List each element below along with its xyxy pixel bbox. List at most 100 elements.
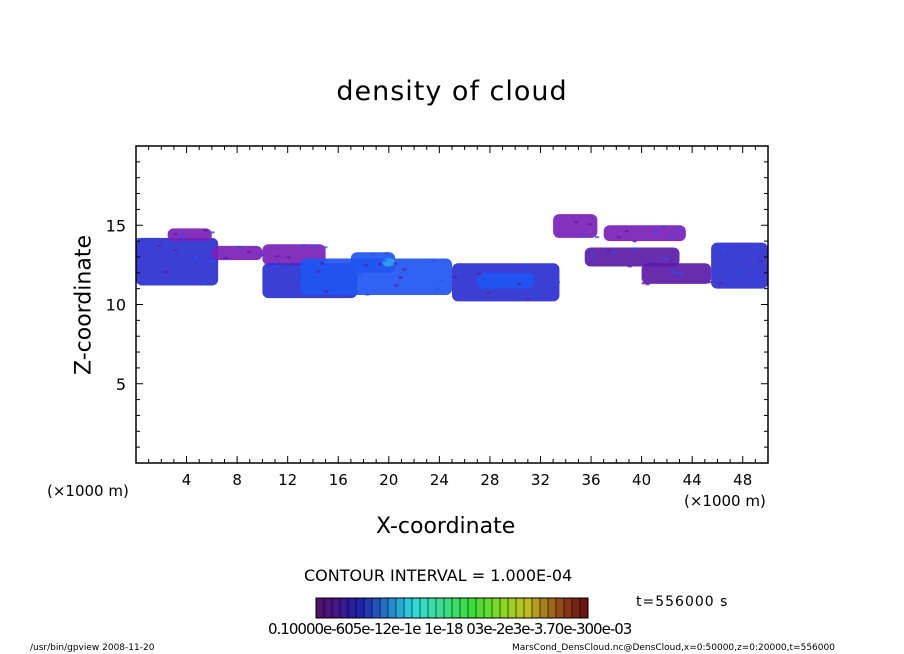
contour-interval-label: CONTOUR INTERVAL = 1.000E-04 xyxy=(304,566,573,585)
cloud-speckle xyxy=(632,240,637,243)
cloud-speckle xyxy=(641,282,646,285)
cloud-speckle xyxy=(653,231,658,234)
cloud-speckle xyxy=(272,265,277,268)
x-tick-label: 48 xyxy=(733,471,752,489)
x-unit-left: (×1000 m) xyxy=(47,482,129,500)
cloud-speckle xyxy=(275,255,280,258)
colorbar-segment xyxy=(548,598,557,618)
cloud-speckle xyxy=(391,265,396,268)
cloud-speckle xyxy=(173,233,178,236)
cloud-speckle xyxy=(288,263,293,266)
x-tick-label: 32 xyxy=(531,471,550,489)
cloud-speckle xyxy=(393,262,398,265)
cloud-speckle xyxy=(645,283,650,286)
cloud-speckle xyxy=(588,223,593,226)
cloud-speckle xyxy=(664,257,669,260)
cloud-speckle xyxy=(669,259,674,262)
cloud-speckle xyxy=(363,264,368,267)
cloud-speckle xyxy=(632,248,637,251)
colorbar-segment xyxy=(396,598,405,618)
cloud-speckle xyxy=(581,234,586,237)
colorbar-segment xyxy=(468,598,477,618)
x-tick-label: 12 xyxy=(278,471,297,489)
cloud-speckle xyxy=(180,235,185,238)
cloud-region-2 xyxy=(211,245,263,261)
colorbar-segment xyxy=(356,598,365,618)
cloud-speckle xyxy=(324,290,329,293)
colorbar-segment xyxy=(324,598,333,618)
cloud-speckle xyxy=(523,265,527,268)
colorbar-segment xyxy=(532,598,541,618)
colorbar-segment xyxy=(492,598,501,618)
footer-left: /usr/bin/gpview 2008-11-20 xyxy=(30,643,155,653)
cloud-speckle xyxy=(210,231,215,234)
x-tick-label: 36 xyxy=(581,471,600,489)
cloud-speckle xyxy=(477,272,482,275)
colorbar-segment xyxy=(372,598,381,618)
cloud-speckle xyxy=(320,262,325,265)
cloud-region-0 xyxy=(136,237,219,286)
x-tick-label: 28 xyxy=(480,471,499,489)
cloud-speckle xyxy=(237,245,242,248)
cloud-speckle xyxy=(574,221,579,224)
colorbar-segment xyxy=(500,598,509,618)
colorbar-segment xyxy=(428,598,437,618)
colorbar-segment xyxy=(404,598,413,618)
cloud-speckle xyxy=(606,249,611,252)
cloud-speckle xyxy=(394,284,399,287)
cloud-region-6 xyxy=(350,252,396,273)
cloud-speckle xyxy=(595,236,600,239)
time-label: t=556000 s xyxy=(636,594,729,610)
cloud-speckle xyxy=(223,256,228,259)
colorbar-segment xyxy=(516,598,525,618)
cloud-speckle xyxy=(669,235,674,238)
cloud-speckle xyxy=(624,230,629,233)
colorbar-segment xyxy=(412,598,421,618)
cloud-speckle xyxy=(402,268,407,271)
y-tick-label: 10 xyxy=(106,296,126,315)
y-tick-label: 5 xyxy=(116,375,126,394)
cloud-speckle xyxy=(312,245,317,248)
colorbar-segment xyxy=(556,598,565,618)
colorbar-segment xyxy=(572,598,581,618)
colorbar-segment xyxy=(540,598,549,618)
colorbar-segment xyxy=(564,598,573,618)
colorbar-segment xyxy=(348,598,357,618)
cloud-region-5 xyxy=(300,258,452,295)
colorbar-segment xyxy=(380,598,389,618)
cloud-speckle xyxy=(316,270,321,273)
cloud-region-1 xyxy=(167,228,212,242)
cloud-speckle xyxy=(527,298,531,301)
cloud-speckle xyxy=(556,281,560,284)
x-tick-label: 16 xyxy=(329,471,348,489)
x-tick-label: 8 xyxy=(232,471,242,489)
cloud-speckle xyxy=(323,246,328,249)
colorbar-segment xyxy=(332,598,341,618)
cloud-region-12 xyxy=(603,225,686,242)
cloud-region-14 xyxy=(711,242,768,289)
cloud-speckle xyxy=(157,244,161,247)
footer-right: MarsCond_DensCloud.nc@DensCloud,x=0:5000… xyxy=(512,643,835,653)
cloud-speckle xyxy=(301,244,306,247)
cloud-speckle xyxy=(382,259,387,262)
cloud-speckle xyxy=(677,229,682,232)
x-tick-label: 4 xyxy=(182,471,192,489)
cloud-speckle xyxy=(194,255,198,258)
cloud-speckle xyxy=(357,273,362,276)
colorbar-segment xyxy=(524,598,533,618)
cloud-speckle xyxy=(286,256,291,259)
cloud-speckle xyxy=(590,254,595,257)
cloud-speckle xyxy=(173,248,177,251)
colorbar-segment xyxy=(452,598,461,618)
cloud-speckle xyxy=(611,251,616,254)
colorbar-segment xyxy=(316,598,325,618)
cloud-speckle xyxy=(707,281,712,284)
cloud-speckle xyxy=(616,236,621,239)
x-tick-label: 40 xyxy=(632,471,651,489)
cloud-speckle xyxy=(756,246,761,249)
cloud-speckle xyxy=(759,259,764,262)
colorbar-segment xyxy=(340,598,349,618)
cloud-speckle xyxy=(377,263,382,266)
cloud-speckle xyxy=(431,259,436,262)
cloud-speckle xyxy=(678,272,683,275)
